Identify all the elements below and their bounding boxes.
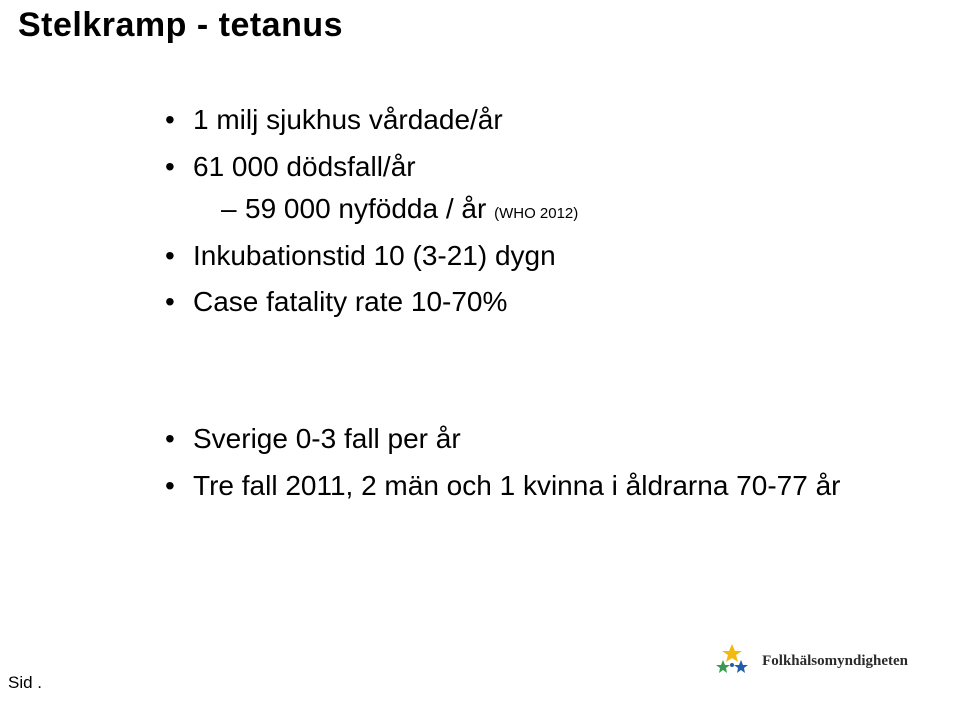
spacer xyxy=(165,329,960,419)
bullet-text: Case fatality rate 10-70% xyxy=(193,286,507,317)
bullet-item: Sverige 0-3 fall per år xyxy=(165,419,960,460)
sub-bullet-item: 59 000 nyfödda / år (WHO 2012) xyxy=(221,189,960,230)
bullet-item: Tre fall 2011, 2 män och 1 kvinna i åldr… xyxy=(165,466,960,507)
bullet-item: Case fatality rate 10-70% xyxy=(165,282,960,323)
slide-title: Stelkramp - tetanus xyxy=(18,6,343,45)
sub-list: 59 000 nyfödda / år (WHO 2012) xyxy=(221,189,960,230)
bullet-text: 1 milj sjukhus vårdade/år xyxy=(193,104,503,135)
bullet-text: Sverige 0-3 fall per år xyxy=(193,423,461,454)
bullet-item: Inkubationstid 10 (3-21) dygn xyxy=(165,236,960,277)
bullet-text: Inkubationstid 10 (3-21) dygn xyxy=(193,240,556,271)
bullet-list-lower: Sverige 0-3 fall per år Tre fall 2011, 2… xyxy=(165,419,960,506)
bullet-item: 61 000 dödsfall/år 59 000 nyfödda / år (… xyxy=(165,147,960,230)
bullet-text: Tre fall 2011, 2 män och 1 kvinna i åldr… xyxy=(193,470,840,501)
sub-bullet-note: (WHO 2012) xyxy=(494,205,578,222)
agency-logo: Folkhälsomyndigheten xyxy=(712,641,908,681)
footer-page-label: Sid . xyxy=(8,673,42,693)
content-area: 1 milj sjukhus vårdade/år 61 000 dödsfal… xyxy=(165,100,960,512)
crown-icon xyxy=(712,641,752,681)
bullet-list: 1 milj sjukhus vårdade/år 61 000 dödsfal… xyxy=(165,100,960,323)
bullet-text: 61 000 dödsfall/år xyxy=(193,151,416,182)
slide: Stelkramp - tetanus 1 milj sjukhus vårda… xyxy=(0,0,960,703)
bullet-item: 1 milj sjukhus vårdade/år xyxy=(165,100,960,141)
sub-bullet-text: 59 000 nyfödda / år xyxy=(245,193,494,224)
agency-name: Folkhälsomyndigheten xyxy=(762,653,908,670)
